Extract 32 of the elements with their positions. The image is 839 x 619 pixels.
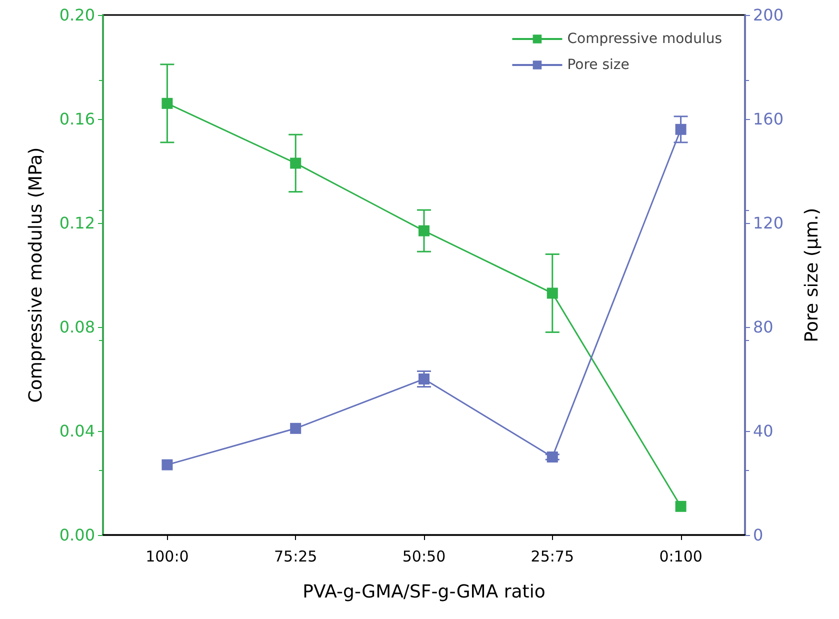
point xyxy=(546,288,558,299)
x-axis-title: PVA-g-GMA/SF-g-GMA ratio xyxy=(302,582,546,602)
y-tick-label: 0.08 xyxy=(59,318,95,336)
y-tick-label: 0.20 xyxy=(59,6,95,24)
point xyxy=(418,374,430,384)
y-tick-label: 0.00 xyxy=(59,526,95,544)
point xyxy=(162,98,173,109)
y-tick-label: 0.04 xyxy=(59,422,95,440)
legend-label: Pore size xyxy=(567,57,630,73)
x-tick-label: 25:75 xyxy=(530,548,574,566)
y2-tick-label: 120 xyxy=(753,214,784,232)
x-tick-label: 50:50 xyxy=(402,548,446,566)
y2-tick-label: 0 xyxy=(753,526,764,544)
x-tick-label: 75:25 xyxy=(274,548,318,566)
y2-tick-label: 40 xyxy=(753,422,774,440)
y2-axis-title: Pore size (µm.) xyxy=(802,208,822,342)
x-tick-label: 100:0 xyxy=(146,548,189,566)
point xyxy=(546,452,558,462)
y2-tick-label: 160 xyxy=(753,110,784,128)
point xyxy=(675,124,686,135)
y-tick-label: 0.16 xyxy=(59,110,95,128)
y2-tick-label: 200 xyxy=(753,6,784,24)
point xyxy=(675,500,686,512)
point xyxy=(418,225,430,236)
x-tick-label: 0:100 xyxy=(659,548,702,566)
legend-label: Compressive modulus xyxy=(567,31,722,47)
point xyxy=(162,459,173,470)
y2-tick-label: 80 xyxy=(753,318,774,336)
point xyxy=(290,422,302,434)
y-tick-label: 0.12 xyxy=(59,214,95,232)
point xyxy=(290,158,302,169)
y-axis-title: Compressive modulus (MPa) xyxy=(26,147,46,403)
